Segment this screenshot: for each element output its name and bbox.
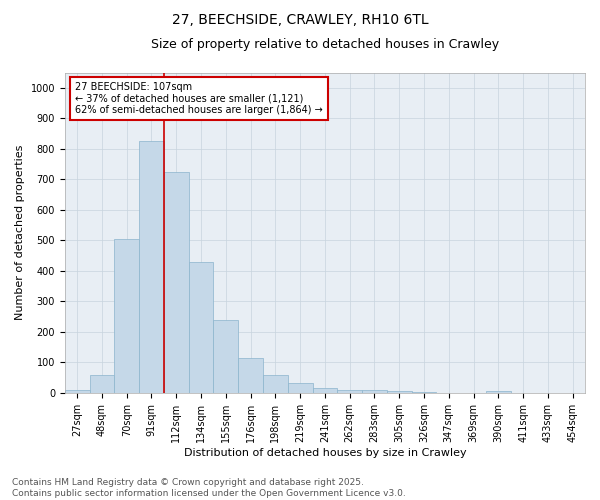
Bar (337, 390, 362, 393)
Bar (164, 172, 188, 393)
X-axis label: Distribution of detached houses by size in Crawley: Distribution of detached houses by size … (184, 448, 466, 458)
Bar (188, 262, 214, 393)
Y-axis label: Number of detached properties: Number of detached properties (15, 145, 25, 320)
Bar (214, 320, 238, 393)
Title: Size of property relative to detached houses in Crawley: Size of property relative to detached ho… (151, 38, 499, 51)
Bar (362, 390, 387, 393)
Bar (65, 390, 89, 393)
Bar (486, 392, 511, 393)
Bar (115, 239, 139, 393)
Text: Contains HM Land Registry data © Crown copyright and database right 2025.
Contai: Contains HM Land Registry data © Crown c… (12, 478, 406, 498)
Bar (412, 392, 436, 393)
Bar (238, 358, 263, 393)
Bar (313, 388, 337, 393)
Bar (263, 375, 288, 393)
Bar (387, 392, 412, 393)
Bar (139, 141, 164, 393)
Text: 27, BEECHSIDE, CRAWLEY, RH10 6TL: 27, BEECHSIDE, CRAWLEY, RH10 6TL (172, 12, 428, 26)
Text: 27 BEECHSIDE: 107sqm
← 37% of detached houses are smaller (1,121)
62% of semi-de: 27 BEECHSIDE: 107sqm ← 37% of detached h… (75, 82, 323, 116)
Bar (89, 375, 115, 393)
Bar (288, 383, 313, 393)
